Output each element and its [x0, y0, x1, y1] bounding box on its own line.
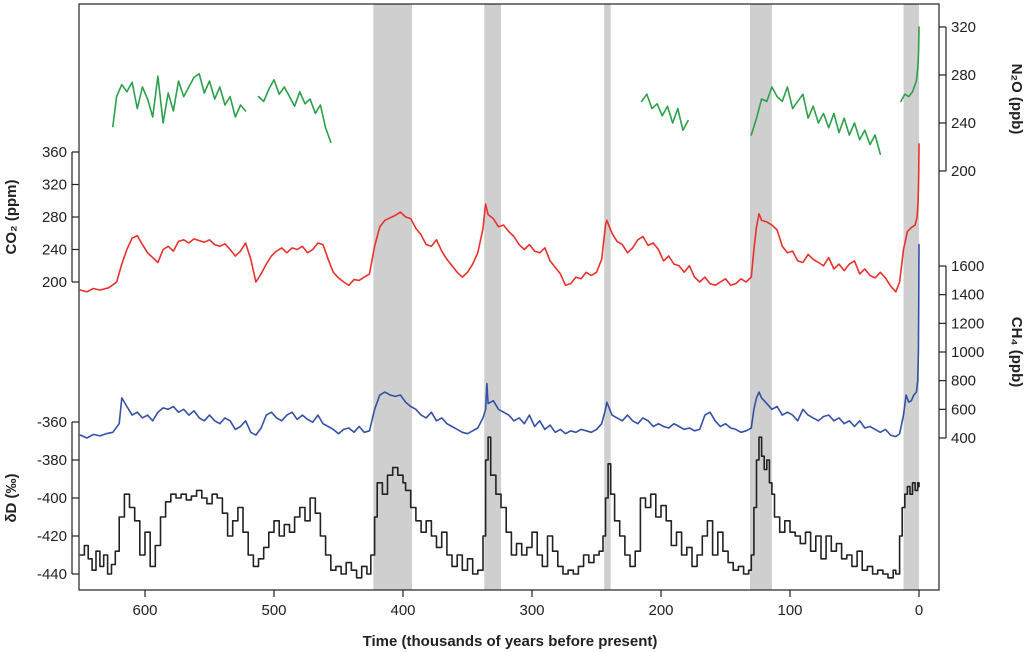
co-tick-label-280: 280 — [42, 209, 67, 226]
no-tick-label-320: 320 — [951, 19, 976, 36]
no-tick-label-240: 240 — [951, 115, 976, 132]
interglacial-band-4 — [903, 4, 919, 590]
x-axis-title: Time (thousands of years before present) — [363, 633, 658, 650]
x-tick-label-200: 200 — [648, 602, 673, 619]
no-tick-label-200: 200 — [951, 163, 976, 180]
interglacial-band-0 — [373, 4, 413, 590]
ch-line — [79, 243, 920, 439]
no-line-segment-4 — [900, 26, 920, 103]
co-tick-label-240: 240 — [42, 242, 67, 259]
interglacial-band-3 — [750, 4, 772, 590]
ch-tick-label-1600: 1600 — [951, 258, 984, 275]
d-tick-label--420: -420 — [37, 528, 67, 545]
co-tick-label-200: 200 — [42, 274, 67, 291]
interglacial-band-1 — [484, 4, 502, 590]
d-tick-label--380: -380 — [37, 452, 67, 469]
ch-tick-label-400: 400 — [951, 430, 976, 447]
ch-tick-label-600: 600 — [951, 401, 976, 418]
ch-tick-label-1400: 1400 — [951, 287, 984, 304]
ch-axis-title: CH₄ (ppb) — [1008, 317, 1024, 387]
series-layer — [79, 26, 920, 579]
ch-tick-label-800: 800 — [951, 373, 976, 390]
plot-frame — [78, 3, 940, 591]
x-tick-label-600: 600 — [132, 602, 157, 619]
x-tick-label-0: 0 — [915, 602, 923, 619]
interglacial-bands — [373, 4, 919, 590]
co-tick-label-360: 360 — [42, 144, 67, 161]
no-line-segment-0 — [112, 73, 247, 128]
no-tick-label-280: 280 — [951, 67, 976, 84]
no-line-segment-3 — [750, 86, 882, 155]
d-axis-title: δD (‰) — [3, 473, 20, 522]
x-axis: 600 500 400 300 200 100 0 — [132, 590, 923, 619]
ch-tick-label-1200: 1200 — [951, 315, 984, 332]
co-tick-label-320: 320 — [42, 177, 67, 194]
co-line — [79, 143, 920, 293]
x-tick-label-400: 400 — [390, 602, 415, 619]
d-tick-label--400: -400 — [37, 490, 67, 507]
d-tick-label--440: -440 — [37, 566, 67, 583]
co-axis-title: CO₂ (ppm) — [3, 180, 20, 255]
no-line-segment-2 — [640, 93, 689, 131]
no-axis-title: N₂O (ppb) — [1008, 64, 1024, 135]
interglacial-band-2 — [604, 4, 611, 590]
x-tick-label-300: 300 — [519, 602, 544, 619]
x-tick-label-100: 100 — [777, 602, 802, 619]
y-axes: 200 240 280 320 N₂O (ppb) 200 240 280 320 360 CO₂ … — [3, 19, 1024, 583]
x-tick-label-500: 500 — [261, 602, 286, 619]
ch-tick-label-1000: 1000 — [951, 344, 984, 361]
d-line — [79, 436, 920, 579]
d-tick-label--360: -360 — [37, 414, 67, 431]
no-line-segment-1 — [257, 79, 332, 143]
